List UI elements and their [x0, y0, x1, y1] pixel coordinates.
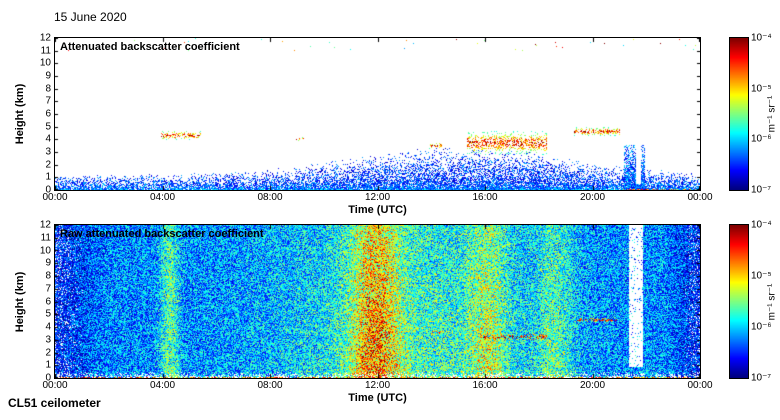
colorbar-tick-label: 10⁻⁴: [751, 32, 772, 44]
instrument-label: CL51 ceilometer: [8, 396, 101, 410]
y-tick-label: 8: [45, 270, 51, 282]
y-tick-label: 9: [45, 70, 51, 82]
y-tick-label: 4: [45, 321, 51, 333]
y-tick-label: 0: [45, 184, 51, 196]
attenuated-panel-title: Attenuated backscatter coefficient: [60, 41, 240, 53]
x-axis-label-bottom: Time (UTC): [348, 392, 407, 404]
y-tick-label: 7: [45, 283, 51, 295]
y-tick-label: 12: [39, 32, 51, 44]
raw-backscatter-heatmap: [55, 225, 700, 378]
colorbar-bottom-frame: [729, 224, 749, 379]
y-tick-label: 2: [45, 159, 51, 171]
x-tick-label: 04:00: [149, 380, 176, 391]
x-tick-label: 00:00: [42, 380, 68, 391]
x-tick-label: 00:00: [687, 380, 713, 391]
colorbar-bottom: [730, 225, 748, 378]
x-tick-label: 00:00: [42, 192, 68, 203]
y-tick-label: 8: [45, 83, 51, 95]
y-tick-label: 4: [45, 133, 51, 145]
x-tick-label: 20:00: [579, 380, 606, 391]
x-tick-label: 04:00: [149, 192, 176, 203]
colorbar-tick-label: 10⁻⁶: [751, 133, 772, 145]
colorbar-top-frame: [729, 37, 749, 191]
x-tick-label: 08:00: [257, 380, 283, 391]
x-tick-label: 12:00: [364, 380, 391, 391]
colorbar-tick-label: 10⁻⁷: [751, 184, 772, 196]
y-tick-label: 7: [45, 95, 51, 107]
y-tick-label: 10: [39, 57, 51, 69]
y-tick-label: 6: [45, 296, 51, 307]
colorbar-tick-label: 10⁻⁵: [751, 270, 772, 282]
x-tick-label: 16:00: [472, 380, 498, 391]
x-tick-label: 20:00: [579, 192, 606, 203]
y-tick-label: 0: [45, 372, 51, 384]
raw-panel-frame: [54, 224, 701, 379]
y-tick-label: 9: [45, 257, 51, 269]
attenuated-backscatter-heatmap: [55, 38, 700, 190]
y-tick-label: 5: [45, 121, 51, 133]
y-tick-label: 1: [45, 171, 51, 183]
y-tick-label: 2: [45, 347, 51, 358]
colorbar-unit-top: m⁻¹ sr⁻¹: [766, 95, 778, 133]
x-tick-label: 08:00: [257, 192, 283, 203]
colorbar-tick-label: 10⁻⁷: [751, 372, 772, 384]
raw-panel-title: Raw attenuated backscatter coefficient: [60, 228, 264, 240]
y-tick-label: 6: [45, 108, 51, 120]
y-tick-label: 12: [39, 219, 51, 231]
attenuated-panel-frame: [54, 37, 701, 191]
y-tick-label: 10: [39, 245, 51, 256]
y-tick-label: 11: [40, 45, 51, 57]
y-tick-label: 5: [45, 308, 51, 320]
colorbar-unit-bottom: m⁻¹ sr⁻¹: [766, 283, 778, 321]
x-tick-label: 12:00: [364, 192, 391, 203]
colorbar-tick-label: 10⁻⁵: [751, 83, 772, 95]
colorbar-tick-label: 10⁻⁴: [751, 219, 772, 231]
x-tick-label: 00:00: [687, 192, 713, 203]
y-tick-label: 3: [45, 146, 51, 158]
y-tick-label: 1: [45, 359, 51, 371]
colorbar-top: [730, 38, 748, 190]
y-tick-label: 3: [45, 334, 51, 346]
y-axis-label-top: Height (km): [14, 83, 26, 145]
colorbar-tick-label: 10⁻⁶: [751, 321, 772, 333]
x-tick-label: 16:00: [472, 192, 498, 203]
y-axis-label-bottom: Height (km): [14, 271, 26, 333]
x-axis-label-top: Time (UTC): [348, 204, 407, 216]
y-tick-label: 11: [40, 232, 51, 244]
date-label: 15 June 2020: [54, 10, 127, 24]
